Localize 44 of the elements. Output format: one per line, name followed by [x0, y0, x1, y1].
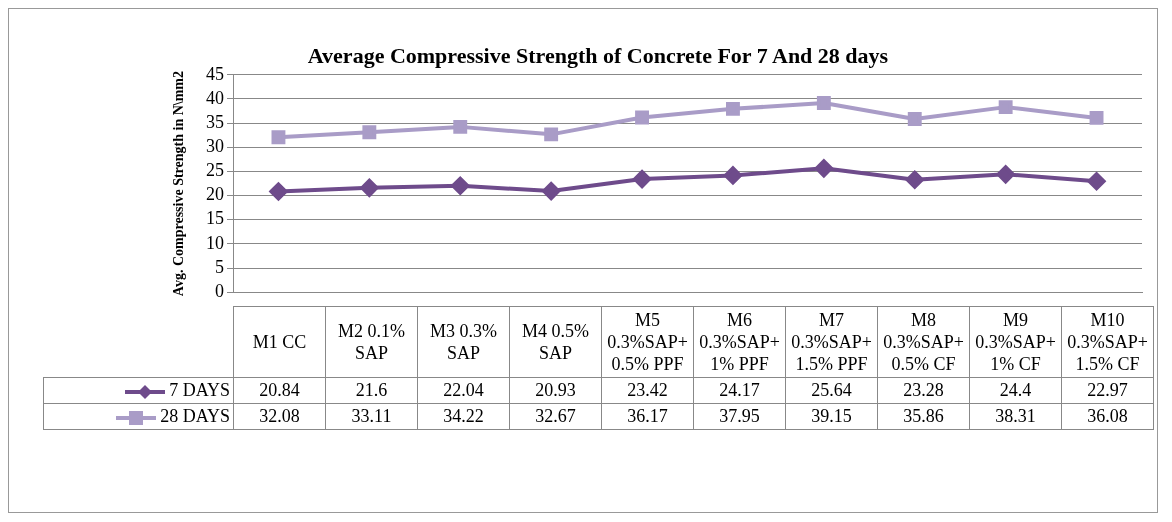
y-tick-label: 0 [215, 280, 224, 301]
data-label: 22.04 [417, 377, 510, 404]
y-tick-label: 35 [206, 111, 224, 132]
x-tick-label: M3 0.3% SAP [417, 306, 510, 378]
y-tick-label: 45 [206, 63, 224, 84]
data-label: 32.08 [233, 403, 326, 430]
x-tick-label: M1 CC [233, 306, 326, 378]
data-label: 39.15 [785, 403, 878, 430]
data-label: 38.31 [969, 403, 1062, 430]
x-tick-label: M2 0.1% SAP [325, 306, 418, 378]
y-tick-label: 20 [206, 184, 224, 205]
x-tick-label: M7 0.3%SAP+1.5% PPF [785, 306, 878, 378]
x-tick-label: M4 0.5% SAP [509, 306, 602, 378]
data-label: 20.84 [233, 377, 326, 404]
x-tick-label: M8 0.3%SAP+0.5% CF [877, 306, 970, 378]
x-tick-label: M6 0.3%SAP+1% PPF [693, 306, 786, 378]
data-label: 24.17 [693, 377, 786, 404]
data-label: 37.95 [693, 403, 786, 430]
legend-label: 28 DAYS [160, 406, 230, 426]
data-label: 36.08 [1061, 403, 1154, 430]
data-label: 22.97 [1061, 377, 1154, 404]
data-label: 35.86 [877, 403, 970, 430]
data-label: 25.64 [785, 377, 878, 404]
data-label: 32.67 [509, 403, 602, 430]
chart-title: Average Compressive Strength of Concrete For 7 And 28 days [306, 42, 890, 68]
y-tick-label: 40 [206, 87, 224, 108]
data-label: 20.93 [509, 377, 602, 404]
y-tick-label: 30 [206, 136, 224, 156]
y-tick-label: 25 [206, 160, 224, 181]
x-tick-label: M10 0.3%SAP+1.5% CF [1061, 306, 1154, 378]
y-tick-label: 5 [215, 256, 224, 277]
data-label: 24.4 [969, 377, 1062, 404]
x-tick-label: M5 0.3%SAP+0.5% PPF [601, 306, 694, 378]
legend-label: 7 DAYS [169, 380, 230, 400]
data-label: 23.28 [877, 377, 970, 404]
data-label: 34.22 [417, 403, 510, 430]
data-label: 36.17 [601, 403, 694, 430]
y-axis-title: Avg. Compressive Strength in N\mm2 [171, 70, 187, 297]
data-label: 33.11 [325, 403, 418, 430]
y-tick-label: 15 [206, 208, 224, 229]
data-label: 21.6 [325, 377, 418, 404]
data-label: 23.42 [601, 377, 694, 404]
x-tick-label: M9 0.3%SAP+1% CF [969, 306, 1062, 378]
y-tick-label: 10 [206, 232, 224, 253]
